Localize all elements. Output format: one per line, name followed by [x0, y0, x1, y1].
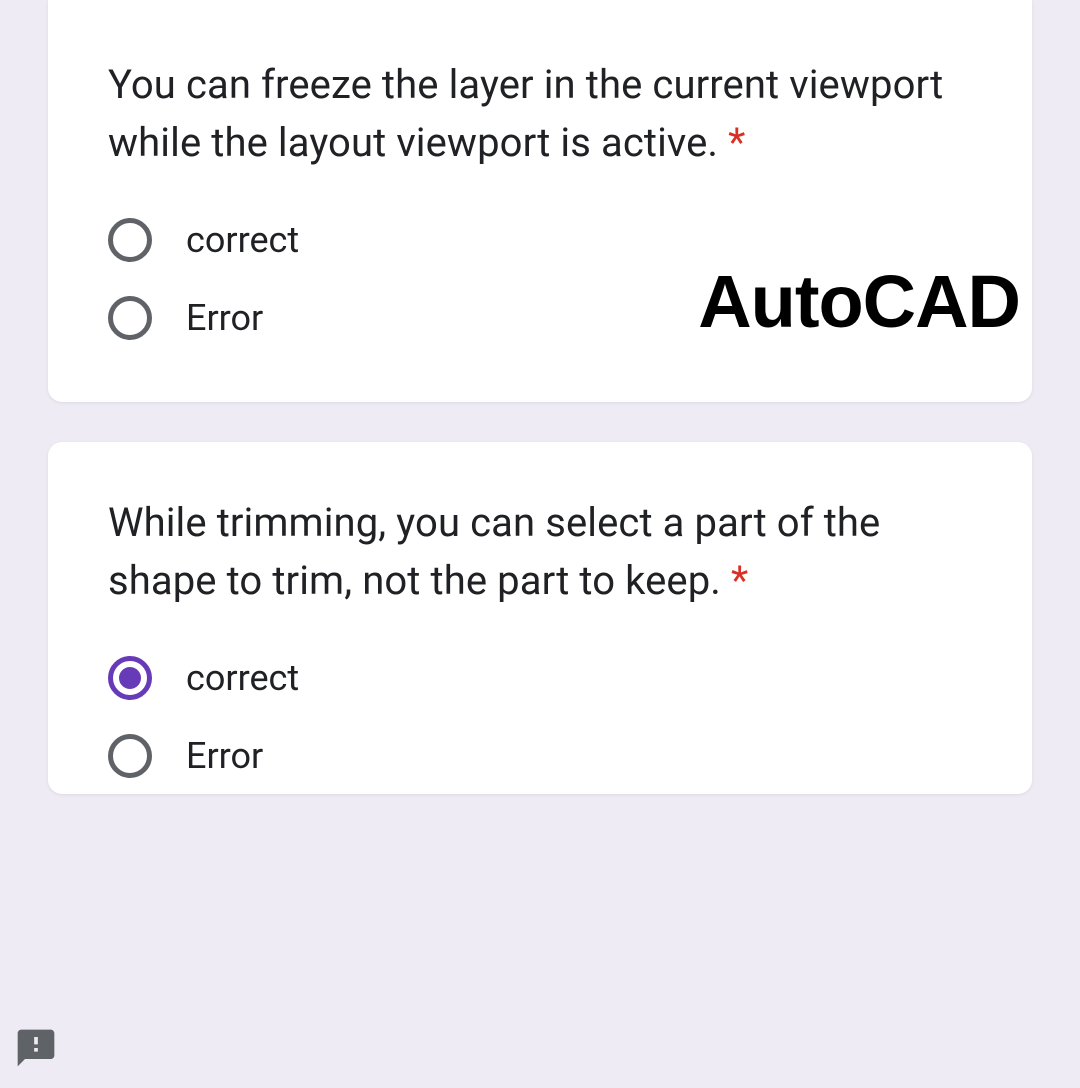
required-marker: *	[731, 557, 748, 604]
question-card: While trimming, you can select a part of…	[48, 442, 1032, 794]
radio-icon	[108, 656, 152, 700]
report-problem-icon	[14, 1026, 58, 1070]
radio-icon	[108, 734, 152, 778]
watermark-text: AutoCAD	[698, 259, 1020, 344]
radio-option-correct[interactable]: correct	[108, 656, 972, 700]
option-label: Error	[186, 297, 263, 339]
report-problem-button[interactable]	[10, 1022, 62, 1074]
question-text: You can freeze the layer in the current …	[108, 56, 972, 172]
radio-icon	[108, 296, 152, 340]
option-label: correct	[186, 219, 299, 261]
radio-option-error[interactable]: Error	[108, 734, 972, 778]
question-label: While trimming, you can select a part of…	[108, 499, 880, 604]
question-label: You can freeze the layer in the current …	[108, 61, 943, 166]
question-text: While trimming, you can select a part of…	[108, 494, 972, 610]
option-label: correct	[186, 657, 299, 699]
required-marker: *	[728, 119, 745, 166]
radio-icon	[108, 218, 152, 262]
question-card: You can freeze the layer in the current …	[48, 0, 1032, 402]
radio-option-correct[interactable]: correct	[108, 218, 972, 262]
option-label: Error	[186, 735, 263, 777]
